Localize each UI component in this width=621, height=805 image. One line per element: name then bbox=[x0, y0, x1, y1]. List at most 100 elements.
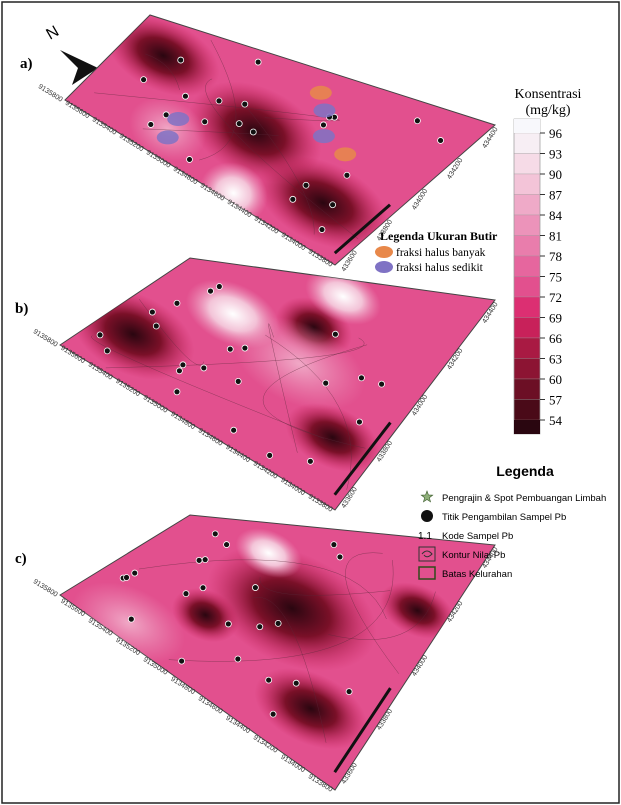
sample-point bbox=[344, 172, 350, 178]
sample-point bbox=[179, 658, 185, 664]
legend-title: Legenda bbox=[496, 463, 554, 479]
sample-point bbox=[148, 121, 154, 127]
colorbar-segment bbox=[514, 277, 540, 298]
sample-point bbox=[255, 59, 261, 65]
panel-label: b) bbox=[15, 301, 28, 317]
sample-point bbox=[293, 680, 299, 686]
panel-label: c) bbox=[15, 551, 27, 567]
sample-point bbox=[242, 101, 248, 107]
sample-point bbox=[250, 129, 256, 135]
map-panel: b)91358009135600913540091352009135000913… bbox=[15, 257, 500, 514]
sample-point bbox=[180, 362, 186, 368]
sample-point bbox=[270, 711, 276, 717]
grain-legend-swatch bbox=[375, 246, 393, 258]
grain-marker bbox=[167, 112, 189, 126]
colorbar-segment bbox=[514, 359, 540, 380]
sample-point bbox=[227, 346, 233, 352]
sample-point bbox=[319, 227, 325, 233]
panel-label: a) bbox=[20, 56, 33, 72]
colorbar-tick-label: 78 bbox=[549, 249, 562, 264]
colorbar-segment bbox=[514, 297, 540, 318]
colorbar-segment bbox=[514, 379, 540, 400]
sample-point bbox=[257, 624, 263, 630]
sample-point bbox=[337, 554, 343, 560]
north-label: N bbox=[44, 23, 63, 44]
sample-point bbox=[267, 452, 273, 458]
colorbar-tick-label: 57 bbox=[549, 393, 563, 408]
sample-point bbox=[153, 323, 159, 329]
colorbar-tick-label: 96 bbox=[549, 126, 563, 141]
legend-label: Kode Sampel Pb bbox=[442, 531, 513, 542]
grain-legend-label: fraksi halus sedikit bbox=[396, 262, 484, 274]
northing-label: 9135800 bbox=[32, 578, 59, 598]
sample-point bbox=[208, 288, 214, 294]
sample-point bbox=[275, 620, 281, 626]
colorbar-segment bbox=[514, 400, 540, 421]
sample-point bbox=[187, 156, 193, 162]
legend-label: Kontur Nilai Pb bbox=[442, 550, 505, 561]
sample-point bbox=[216, 283, 222, 289]
sample-point bbox=[414, 118, 420, 124]
sample-point bbox=[202, 119, 208, 125]
colorbar-tick-label: 66 bbox=[549, 331, 563, 346]
sample-point bbox=[320, 122, 326, 128]
dot-symbol bbox=[421, 510, 433, 522]
grain-legend-swatch bbox=[375, 261, 393, 273]
colorbar-tick-label: 75 bbox=[549, 270, 562, 285]
colorbar-tick-label: 90 bbox=[549, 167, 562, 182]
colorbar-tick-label: 54 bbox=[549, 413, 563, 428]
sample-point bbox=[242, 345, 248, 351]
sample-point bbox=[174, 389, 180, 395]
sample-point bbox=[104, 348, 110, 354]
sample-point bbox=[97, 332, 103, 338]
colorbar-tick-label: 93 bbox=[549, 147, 562, 162]
sample-point bbox=[176, 368, 182, 374]
colorbar-segment bbox=[514, 318, 540, 339]
sample-point bbox=[174, 300, 180, 306]
sample-point bbox=[438, 137, 444, 143]
sample-point bbox=[178, 57, 184, 63]
colorbar-tick-label: 63 bbox=[549, 352, 562, 367]
grain-legend-title: Legenda Ukuran Butir bbox=[380, 229, 498, 243]
sample-point bbox=[235, 378, 241, 384]
sample-point bbox=[303, 182, 309, 188]
colorbar-tick-label: 60 bbox=[549, 372, 562, 387]
sample-point bbox=[225, 621, 231, 627]
grain-marker bbox=[310, 86, 332, 100]
sample-point bbox=[224, 542, 230, 548]
sample-point bbox=[332, 331, 338, 337]
colorbar-tick-label: 87 bbox=[549, 188, 563, 203]
sample-point bbox=[132, 570, 138, 576]
colorbar-tick-label: 81 bbox=[549, 229, 562, 244]
sample-point bbox=[331, 542, 337, 548]
star-symbol bbox=[421, 491, 432, 502]
sample-point bbox=[202, 557, 208, 563]
sample-point bbox=[124, 574, 130, 580]
colorbar-segment bbox=[514, 236, 540, 257]
colorbar-segment bbox=[514, 174, 540, 195]
sample-point bbox=[200, 585, 206, 591]
sample-point bbox=[236, 121, 242, 127]
colorbar-cap-top bbox=[514, 119, 540, 133]
sample-point bbox=[183, 591, 189, 597]
sample-point bbox=[182, 93, 188, 99]
legend-symbol-text: 1.1 bbox=[418, 531, 432, 542]
sample-point bbox=[196, 557, 202, 563]
colorbar-segment bbox=[514, 256, 540, 277]
grain-marker bbox=[313, 129, 335, 143]
sample-point bbox=[346, 689, 352, 695]
colorbar-cap-bottom bbox=[514, 420, 540, 434]
colorbar-tick-label: 84 bbox=[549, 208, 563, 223]
sample-point bbox=[231, 427, 237, 433]
sample-point bbox=[266, 677, 272, 683]
colorbar-segment bbox=[514, 154, 540, 175]
sample-point bbox=[252, 585, 258, 591]
sample-point bbox=[290, 196, 296, 202]
sample-point bbox=[307, 458, 313, 464]
sample-point bbox=[216, 98, 222, 104]
sample-point bbox=[323, 380, 329, 386]
legend-label: Titik Pengambilan Sampel Pb bbox=[442, 512, 566, 523]
colorbar-segment bbox=[514, 338, 540, 359]
grain-marker bbox=[314, 104, 336, 118]
sample-point bbox=[149, 309, 155, 315]
